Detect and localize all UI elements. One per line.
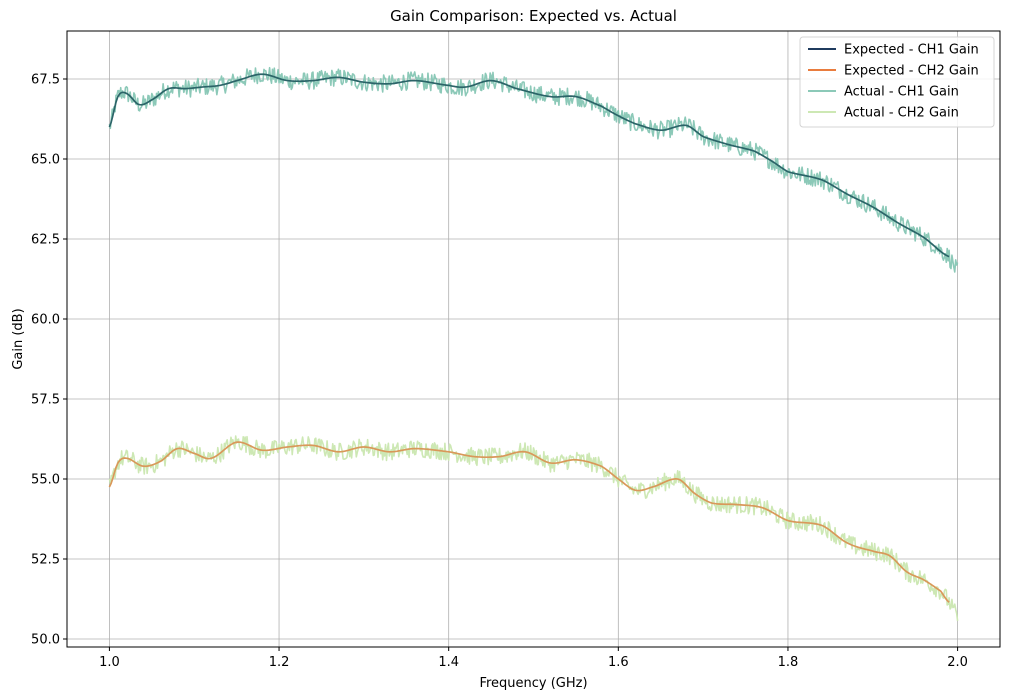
- series-line-actual-ch2: [108, 435, 959, 621]
- y-tick-label: 57.5: [31, 393, 60, 408]
- series-line-expected-ch2: [108, 441, 950, 603]
- legend-entry: Actual - CH2 Gain: [844, 106, 959, 121]
- tick-layer: 1.0 1.2 1.4 1.6 1.8 2.0 50.0 52.5 55.0 57.5 60.0 62…: [31, 73, 968, 671]
- legend-box: [799, 36, 995, 128]
- y-tick-label: 65.0: [31, 153, 60, 168]
- chart-title: Gain Comparison: Expected vs. Actual: [390, 7, 677, 25]
- y-tick-label: 50.0: [31, 633, 60, 648]
- series-line-actual-ch1: [108, 66, 959, 273]
- x-tick-label: 1.4: [438, 655, 459, 670]
- x-axis-title: Frequency (GHz): [479, 676, 587, 691]
- legend-entry: Expected - CH1 Gain: [844, 43, 979, 58]
- y-tick-label: 52.5: [31, 553, 60, 568]
- plot-frame: [66, 30, 1001, 648]
- x-tick-label: 2.0: [947, 655, 968, 670]
- y-tick-label: 55.0: [31, 473, 60, 488]
- series-layer: [108, 66, 959, 621]
- legend-entry: Actual - CH1 Gain: [844, 85, 959, 100]
- y-axis-title: Gain (dB): [11, 308, 26, 369]
- series-line-expected-ch1: [108, 73, 950, 258]
- x-tick-label: 1.2: [269, 655, 290, 670]
- legend-entry: Expected - CH2 Gain: [844, 64, 979, 79]
- y-tick-label: 62.5: [31, 233, 60, 248]
- x-tick-label: 1.6: [608, 655, 629, 670]
- legend: Expected - CH1 Gain Expected - CH2 Gain Ac…: [799, 36, 995, 128]
- x-tick-label: 1.8: [778, 655, 799, 670]
- y-tick-label: 60.0: [31, 313, 60, 328]
- y-tick-label: 67.5: [31, 73, 60, 88]
- x-tick-label: 1.0: [99, 655, 120, 670]
